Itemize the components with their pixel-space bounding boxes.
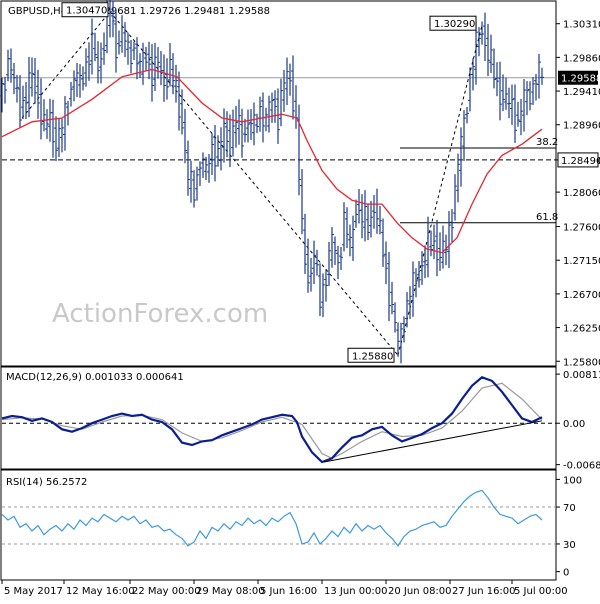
swing-line bbox=[21, 11, 111, 119]
price-axis-tick-label: 1.29410 bbox=[563, 87, 600, 98]
chart-title-symbol: GBPUSD,H4 bbox=[8, 6, 67, 17]
fib-level-label: 38.2 bbox=[536, 137, 558, 148]
watermark: ActionForex.com bbox=[52, 299, 268, 329]
x-axis-tick-label: 5 May 2017 bbox=[4, 586, 63, 597]
current-price-label: 1.29588 bbox=[561, 74, 600, 85]
rsi-axis-tick-label: 70 bbox=[563, 503, 576, 514]
x-axis-tick-label: 20 Jun 08:00 bbox=[388, 586, 452, 597]
macd-line bbox=[1, 376, 543, 464]
rsi-panel-frame bbox=[0, 469, 557, 581]
x-axis-tick-label: 5 Jul 00:00 bbox=[514, 586, 568, 597]
price-panel-frame bbox=[0, 0, 557, 367]
price-axis-tick-label: 1.26700 bbox=[563, 290, 600, 301]
level-label-box bbox=[557, 152, 599, 168]
x-axis-tick-label: 13 Jun 00:00 bbox=[324, 586, 388, 597]
swing-label-box bbox=[61, 2, 109, 18]
macd-axis-tick-label: -0.006844 bbox=[563, 461, 600, 472]
rsi-axis-tick-label: 100 bbox=[563, 475, 582, 486]
chart-title-ohlc: 1.29681 1.29726 1.29481 1.29588 bbox=[95, 6, 270, 17]
fib-level-label: 61.8 bbox=[536, 212, 558, 223]
x-axis-tick-label: 12 May 16:00 bbox=[66, 586, 135, 597]
swing-label: 1.30290 bbox=[434, 19, 475, 30]
level-label: 1.28490 bbox=[561, 156, 600, 167]
rsi-axis-tick-label: 30 bbox=[563, 540, 576, 551]
price-panel: 1.30310 1.29860 1.29410 1.28960 1.28490 1.280… bbox=[0, 0, 600, 368]
x-axis-tick-label: 5 Jun 16:00 bbox=[260, 586, 317, 597]
price-axis-tick-label: 1.28060 bbox=[563, 188, 600, 199]
price-axis-tick-label: 1.26250 bbox=[563, 324, 600, 335]
current-price-box bbox=[558, 70, 598, 85]
price-axis-tick-label: 1.28960 bbox=[563, 121, 600, 132]
rsi-panel-title: RSI(14) 56.2572 bbox=[6, 477, 87, 488]
macd-axis-tick-label: 0.008118 bbox=[563, 370, 600, 381]
macd-panel-title: MACD(12,26,9) 0.001033 0.000641 bbox=[6, 372, 184, 383]
price-axis-tick-label: 1.29860 bbox=[563, 53, 600, 64]
macd-panel-frame bbox=[0, 366, 557, 470]
x-axis-tick-label: 29 May 08:00 bbox=[196, 586, 265, 597]
macd-trend-line bbox=[323, 420, 543, 463]
swing-label: 1.30470 bbox=[66, 6, 107, 17]
rsi-line bbox=[1, 489, 543, 547]
swing-label-box bbox=[347, 347, 395, 363]
swing-label: 1.25880 bbox=[352, 351, 393, 362]
price-axis-tick-label: 1.25800 bbox=[563, 357, 600, 368]
macd-axis-tick-label: 0.00 bbox=[563, 419, 585, 430]
moving-average-line bbox=[1, 68, 543, 254]
x-axis-tick-label: 27 Jun 16:00 bbox=[452, 586, 516, 597]
x-axis-tick-label: 22 May 00:00 bbox=[132, 586, 201, 597]
price-axis-tick-label: 1.30310 bbox=[563, 20, 600, 31]
macd-signal-line bbox=[1, 382, 543, 459]
price-axis-tick-label: 1.27150 bbox=[563, 256, 600, 267]
rsi-axis-tick-label: 0 bbox=[563, 568, 569, 579]
swing-label-box bbox=[429, 15, 477, 31]
macd-panel: 0.008118 0.00 -0.006844 bbox=[1, 370, 600, 472]
rsi-panel: 100 70 30 0 bbox=[1, 475, 582, 579]
price-axis-tick-label: 1.27600 bbox=[563, 223, 600, 234]
